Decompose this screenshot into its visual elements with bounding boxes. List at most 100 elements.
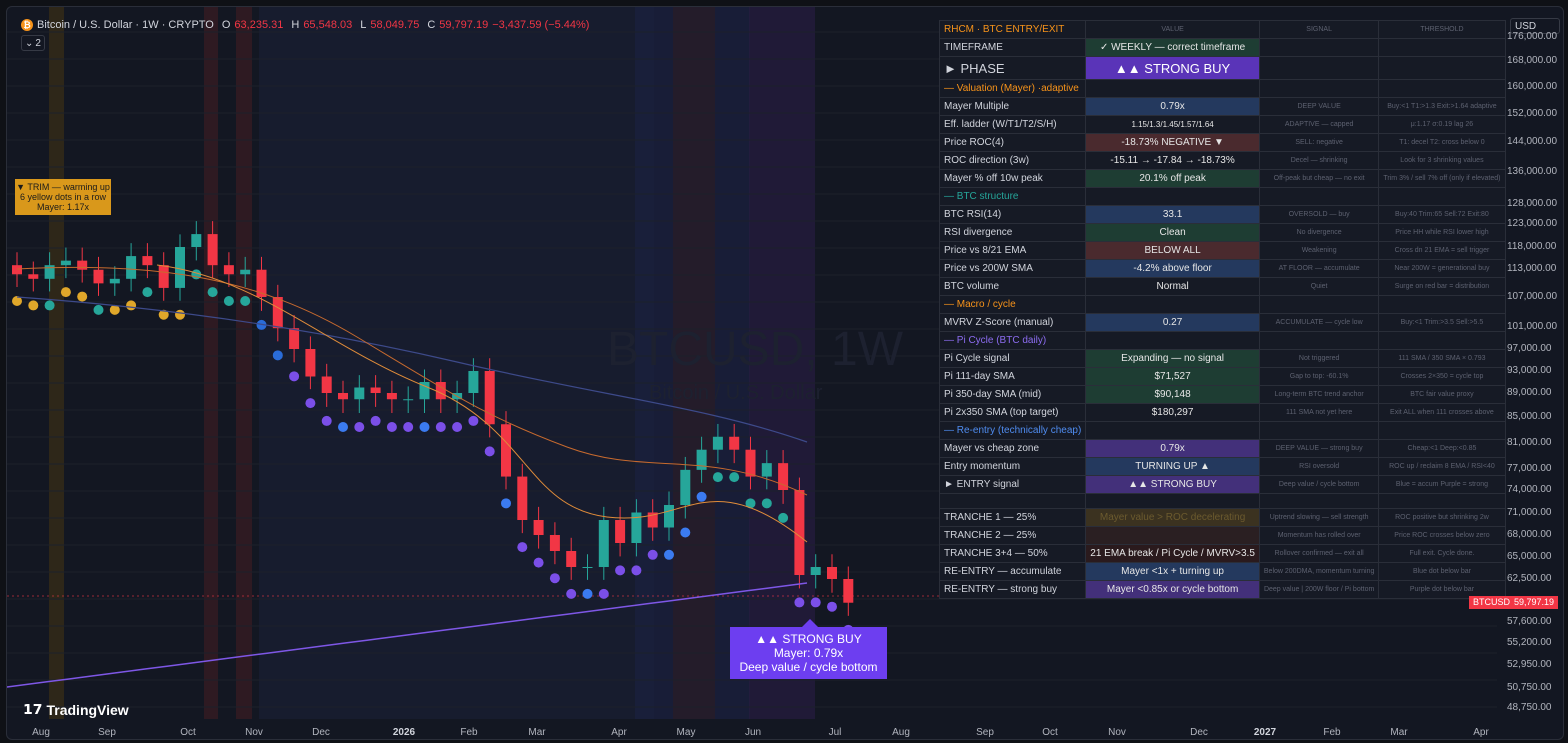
row-value: 0.79x (1085, 97, 1260, 116)
row-value: Mayer value > ROC decelerating (1085, 508, 1260, 527)
price-tick: 128,000.00 (1507, 198, 1558, 209)
row-label: BTC RSI(14) (938, 205, 1087, 224)
row-value: ▲▲ STRONG BUY (1085, 56, 1260, 80)
price-tick: 136,000.00 (1507, 166, 1558, 177)
row-signal: SELL: negative (1258, 133, 1380, 152)
candle-body (12, 265, 22, 275)
row-value: 20.1% off peak (1085, 169, 1260, 188)
row-signal: Weakening (1258, 241, 1380, 260)
candle-body (843, 579, 854, 603)
signal-dot (370, 415, 381, 426)
candle-body (60, 260, 71, 266)
row-signal (1258, 493, 1380, 509)
time-tick: Dec (1190, 727, 1208, 738)
table-row (938, 493, 1506, 509)
candle-body (240, 269, 251, 275)
indicators-toggle[interactable]: ⌄ 2 (21, 35, 45, 51)
row-value: 33.1 (1085, 205, 1260, 224)
tradingview-icon: 𝟭𝟳 (23, 701, 43, 717)
row-label: BTC volume (938, 277, 1087, 296)
col-signal: SIGNAL (1258, 20, 1380, 39)
signal-dot (778, 512, 789, 523)
chart-window: BTCUSD, 1W Bitcoin / U.S. Dollar ₿ Bitco… (6, 6, 1564, 740)
price-tick: 152,000.00 (1507, 108, 1558, 119)
candle-body (175, 247, 185, 288)
low-label: L (360, 19, 367, 31)
table-row: — BTC structure (938, 187, 1506, 206)
time-tick: Feb (460, 727, 478, 738)
signal-dot (615, 565, 626, 576)
candle-body (386, 393, 397, 400)
candle-body (827, 567, 837, 579)
candle-body (501, 424, 511, 477)
change-value: −3,437.59 (−5.44%) (492, 19, 590, 31)
signal-dot (12, 296, 22, 306)
candle-body (338, 393, 348, 400)
row-label: Pi 350-day SMA (mid) (938, 385, 1087, 404)
close-label: C (427, 19, 436, 31)
signal-band (259, 7, 654, 719)
candle-body (305, 349, 316, 377)
open-label: O (221, 19, 231, 31)
symbol-title[interactable]: Bitcoin / U.S. Dollar · 1W · CRYPTO (37, 19, 214, 31)
signal-dot (338, 422, 348, 432)
low-value: 58,049.75 (370, 19, 420, 31)
row-threshold: Buy:<1 T1:>1.3 Exit:>1.64 adaptive (1378, 97, 1506, 116)
row-label: — Pi Cycle (BTC daily) (938, 331, 1087, 350)
price-tick: 118,000.00 (1507, 241, 1557, 252)
signal-dot (549, 573, 560, 584)
table-row: RSI divergence Clean No divergence Price HH… (938, 223, 1506, 242)
row-value: Expanding — no signal (1085, 349, 1260, 368)
row-signal (1258, 331, 1380, 350)
row-label: — BTC structure (938, 187, 1087, 206)
table-row: BTC RSI(14) 33.1 OVERSOLD — buy Buy:40 Trim… (938, 205, 1506, 224)
price-tick: 77,000.00 (1507, 463, 1552, 474)
row-label: Price vs 8/21 EMA (938, 241, 1087, 260)
time-tick: Jun (744, 727, 762, 738)
row-threshold (1378, 56, 1506, 80)
signal-dot (60, 287, 71, 298)
signal-band (236, 7, 252, 719)
row-signal: ACCUMULATE — cycle low (1258, 313, 1380, 332)
row-value: Mayer <0.85x or cycle bottom (1085, 580, 1260, 599)
row-value: Normal (1085, 277, 1260, 296)
brand-label: TradingView (46, 701, 129, 718)
signal-dot (501, 498, 511, 509)
row-signal: ADAPTIVE — capped (1258, 115, 1380, 134)
candle-body (794, 490, 805, 575)
table-row: TRANCHE 1 — 25% Mayer value > ROC deceler… (938, 508, 1506, 527)
table-row: RE-ENTRY — strong buy Mayer <0.85x or cyc… (938, 580, 1506, 599)
price-tick: 48,750.00 (1507, 702, 1552, 713)
signal-dot (289, 371, 300, 382)
close-value: 59,797.19 (439, 19, 489, 31)
row-label: Pi Cycle signal (938, 349, 1087, 368)
trim-line-2: 6 yellow dots in a row (19, 192, 107, 202)
row-signal (1258, 295, 1380, 314)
table-row: Mayer vs cheap zone 0.79x DEEP VALUE — str… (938, 439, 1506, 458)
candle-body (289, 328, 300, 349)
signal-dot (712, 472, 723, 483)
row-signal: Rollover confirmed — exit all (1258, 544, 1380, 563)
price-tick: 176,000.00 (1507, 31, 1558, 42)
row-threshold (1378, 295, 1506, 314)
signal-band (673, 7, 715, 719)
row-threshold: Look for 3 shrinking values (1378, 151, 1506, 170)
signal-dot (566, 588, 577, 599)
row-threshold: Near 200W = generational buy (1378, 259, 1506, 278)
row-value: BELOW ALL (1085, 241, 1260, 260)
row-label: Entry momentum (938, 457, 1087, 476)
tradingview-logo[interactable]: 𝟭𝟳 TradingView (23, 701, 129, 718)
candle-body (745, 449, 756, 477)
currency-selector[interactable]: USD (1510, 18, 1560, 34)
row-label: — Re-entry (technically cheap) (938, 421, 1087, 440)
candle-body (484, 371, 495, 425)
row-label (938, 493, 1087, 509)
candle-body (435, 382, 446, 400)
row-signal: Below 200DMA, momentum turning (1258, 562, 1380, 581)
row-threshold: ROC positive but shrinking 2w (1378, 508, 1506, 527)
row-value (1085, 331, 1260, 350)
ema-8-line (156, 264, 808, 543)
signal-dot (517, 542, 528, 553)
candle-body (664, 505, 674, 528)
